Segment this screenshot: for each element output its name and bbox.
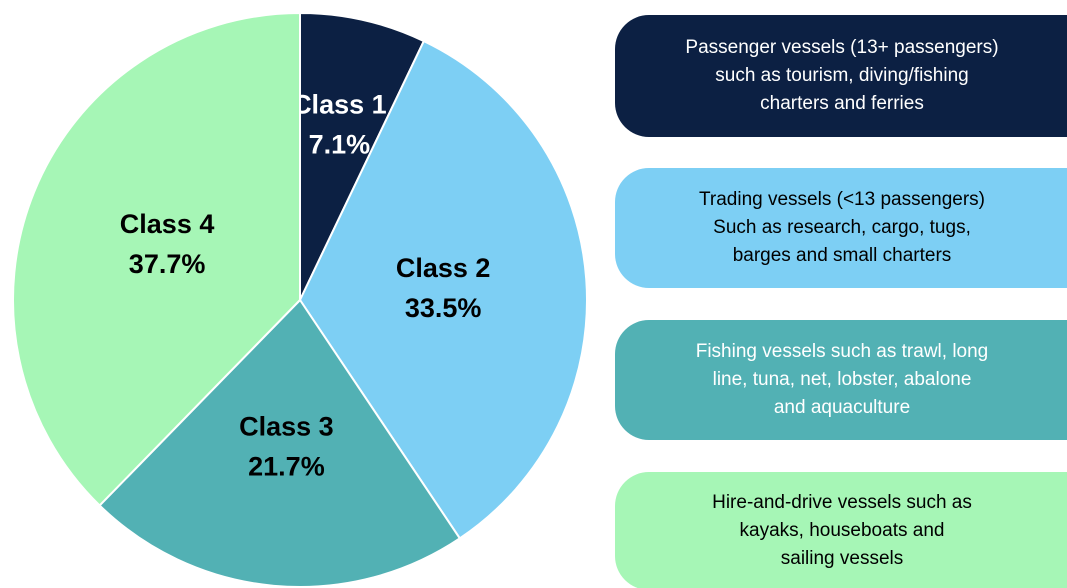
slice-value-label: 7.1% <box>309 130 371 160</box>
slice-category: Class 1 <box>292 90 387 120</box>
description-box <box>615 472 1067 588</box>
description-line: Such as research, cargo, tugs, <box>713 217 971 238</box>
description-line: kayaks, houseboats and <box>740 520 945 541</box>
pie-slice <box>298 39 588 540</box>
description-box <box>615 15 1067 137</box>
slice-category: Class 2 <box>396 253 491 283</box>
pie-slice <box>299 11 426 301</box>
description-box <box>615 320 1067 440</box>
description-line: charters and ferries <box>760 93 924 114</box>
slice-value-label: 33.5% <box>405 293 482 323</box>
description-box <box>615 168 1067 288</box>
description-line: line, tuna, net, lobster, abalone <box>713 369 972 390</box>
description-line: Hire-and-drive vessels such as <box>712 492 972 513</box>
description-line: Fishing vessels such as trawl, long <box>696 341 989 362</box>
slice-category: Class 3 <box>239 412 334 442</box>
slice-category: Class 4 <box>120 209 215 239</box>
description-line: and aquaculture <box>774 397 910 418</box>
description-line: Passenger vessels (13+ passengers) <box>685 37 998 58</box>
pie-slice <box>12 11 301 507</box>
pie-slice <box>98 298 462 588</box>
description-line: such as tourism, diving/fishing <box>715 65 968 86</box>
description-line: Trading vessels (<13 passengers) <box>699 189 985 210</box>
description-line: barges and small charters <box>733 245 952 266</box>
slice-value-label: 21.7% <box>248 452 325 482</box>
description-line: sailing vessels <box>781 548 904 569</box>
slice-value-label: 37.7% <box>129 249 206 279</box>
